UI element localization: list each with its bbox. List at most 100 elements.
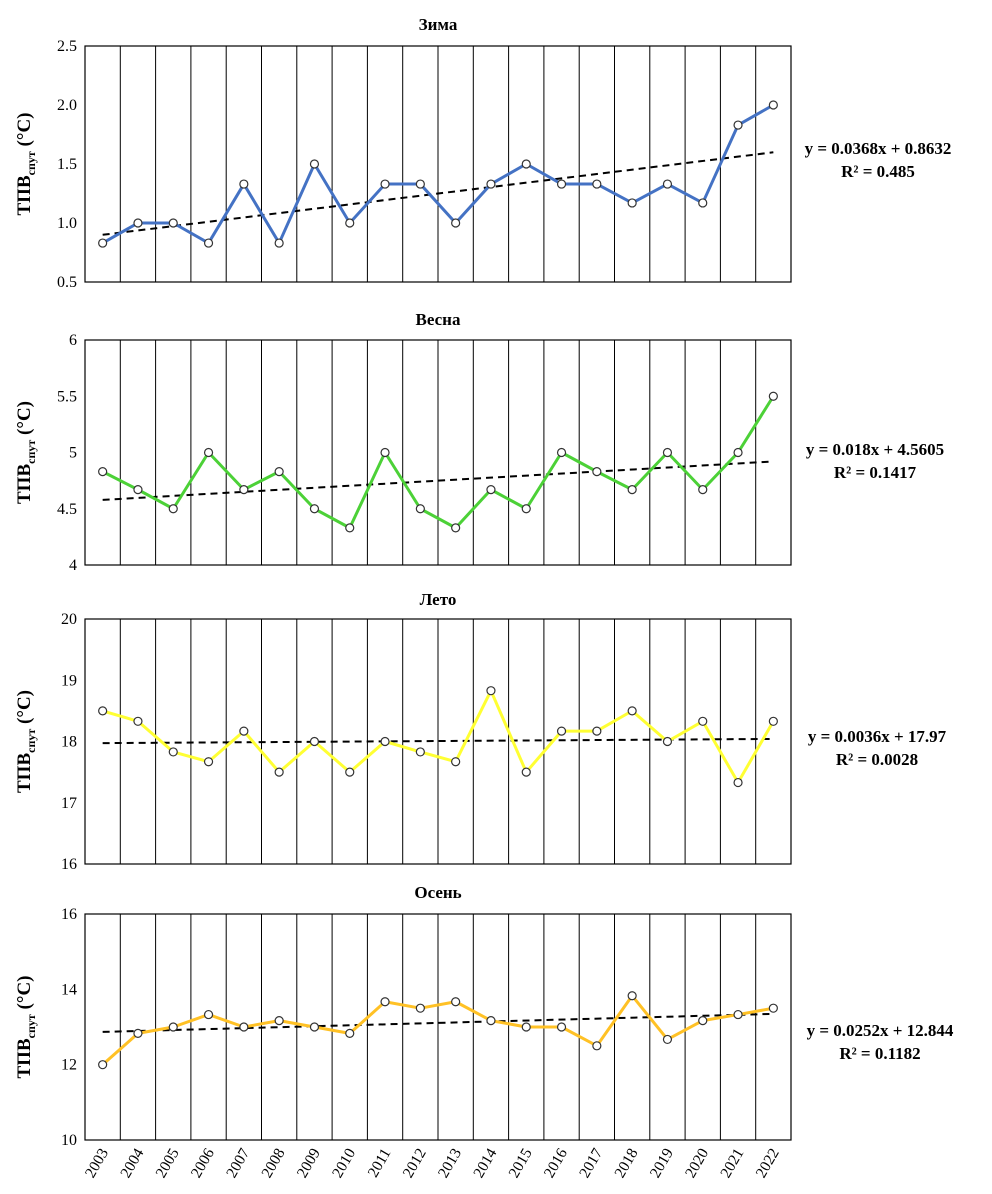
data-point <box>521 159 531 169</box>
trend-equation: y = 0.0036x + 17.97 <box>808 727 947 746</box>
trend-line <box>102 151 774 236</box>
panel-title: Зима <box>419 15 458 34</box>
y-axis-label: ТПВспут (°C) <box>14 401 38 504</box>
series-line <box>101 103 775 245</box>
data-point <box>309 504 320 514</box>
data-point <box>98 238 108 248</box>
y-tick-label: 17 <box>61 795 77 812</box>
y-tick-label: 0.5 <box>57 274 77 291</box>
data-point <box>168 1022 178 1032</box>
data-point <box>133 485 143 495</box>
y-axis-label-main: ТПВ <box>14 175 35 215</box>
y-axis-label-subscript: спут <box>24 729 38 753</box>
data-point <box>486 686 496 696</box>
data-point <box>733 1009 743 1020</box>
data-point <box>627 991 637 1001</box>
data-point <box>415 1003 425 1013</box>
x-tick-label: 2007 <box>223 1145 253 1181</box>
y-axis-label-main: ТПВ <box>14 1038 35 1078</box>
data-point <box>768 1003 778 1013</box>
data-point <box>239 179 249 189</box>
r-squared: R² = 0.0028 <box>836 750 918 769</box>
y-axis-label: ТПВспут (°C) <box>14 976 38 1079</box>
y-tick-label: 16 <box>61 856 77 873</box>
data-point <box>415 504 425 514</box>
data-point <box>203 757 214 767</box>
y-axis-label-unit: (°C) <box>14 976 35 1015</box>
trend-line <box>102 1012 774 1033</box>
data-point <box>521 1022 531 1032</box>
data-point <box>556 1022 567 1032</box>
data-point <box>345 523 355 533</box>
data-point <box>556 447 567 458</box>
data-point <box>662 447 673 458</box>
y-tick-label: 2.5 <box>57 38 77 55</box>
data-point <box>309 159 320 169</box>
y-axis-label-main: ТПВ <box>14 464 35 504</box>
data-point <box>274 467 284 477</box>
data-point <box>698 716 708 726</box>
data-point <box>556 179 567 189</box>
x-tick-label: 2010 <box>329 1145 359 1181</box>
y-axis-label-subscript: спут <box>24 151 38 175</box>
data-point <box>486 179 496 189</box>
data-point <box>451 997 461 1007</box>
data-point <box>768 391 778 401</box>
data-point <box>239 485 249 495</box>
data-point <box>733 120 743 130</box>
y-tick-label: 2.0 <box>57 97 77 114</box>
data-point <box>556 726 567 736</box>
y-tick-label: 1.0 <box>57 215 77 232</box>
trend-line <box>102 460 774 501</box>
data-point <box>98 1060 108 1070</box>
data-point <box>239 1022 249 1032</box>
series-line <box>102 689 775 785</box>
y-tick-label: 4.5 <box>57 501 77 518</box>
data-point <box>380 179 390 189</box>
y-axis-label-unit: (°C) <box>14 401 35 440</box>
x-tick-label: 2021 <box>717 1146 747 1181</box>
data-point <box>768 100 778 110</box>
data-point <box>168 747 178 757</box>
y-tick-label: 5.5 <box>57 388 77 405</box>
y-tick-label: 19 <box>61 672 77 689</box>
x-tick-label: 2004 <box>117 1145 147 1181</box>
data-point <box>239 726 249 736</box>
data-point <box>168 504 178 514</box>
y-tick-label: 20 <box>61 611 77 628</box>
trend-equation: y = 0.0368x + 0.8632 <box>805 139 952 158</box>
data-point <box>203 447 214 458</box>
panel-title: Весна <box>416 310 461 329</box>
panel-3: Лето 16 17 18 19 20 ТПВспут (°C) y = 0.0036x + … <box>14 590 947 873</box>
y-axis-label-unit: (°C) <box>14 113 35 152</box>
data-point <box>698 485 708 495</box>
y-tick-label: 12 <box>61 1057 77 1074</box>
data-point <box>133 218 143 228</box>
x-tick-label: 2009 <box>294 1145 324 1181</box>
data-point <box>627 706 637 716</box>
x-tick-label: 2020 <box>682 1145 712 1181</box>
data-point <box>451 218 461 228</box>
series-line <box>101 994 774 1066</box>
y-tick-label: 1.5 <box>57 156 77 173</box>
data-point <box>662 179 673 189</box>
data-point <box>733 447 743 458</box>
x-tick-label: 2018 <box>611 1145 641 1181</box>
series-line <box>101 395 775 530</box>
data-point <box>486 1015 496 1026</box>
y-tick-label: 18 <box>61 734 77 751</box>
y-tick-label: 5 <box>69 445 77 462</box>
trend-equation: y = 0.0252x + 12.844 <box>807 1021 954 1040</box>
y-tick-label: 16 <box>61 906 77 923</box>
x-tick-label: 2015 <box>505 1145 535 1181</box>
data-point <box>133 1028 143 1039</box>
y-tick-label: 10 <box>61 1132 77 1149</box>
y-axis-label-subscript: спут <box>24 1014 38 1038</box>
trend-equation: y = 0.018x + 4.5605 <box>806 440 944 459</box>
data-point <box>274 767 284 777</box>
data-point <box>592 467 602 477</box>
data-point <box>698 1015 708 1026</box>
y-tick-label: 14 <box>61 981 77 998</box>
x-tick-label: 2012 <box>400 1146 430 1181</box>
